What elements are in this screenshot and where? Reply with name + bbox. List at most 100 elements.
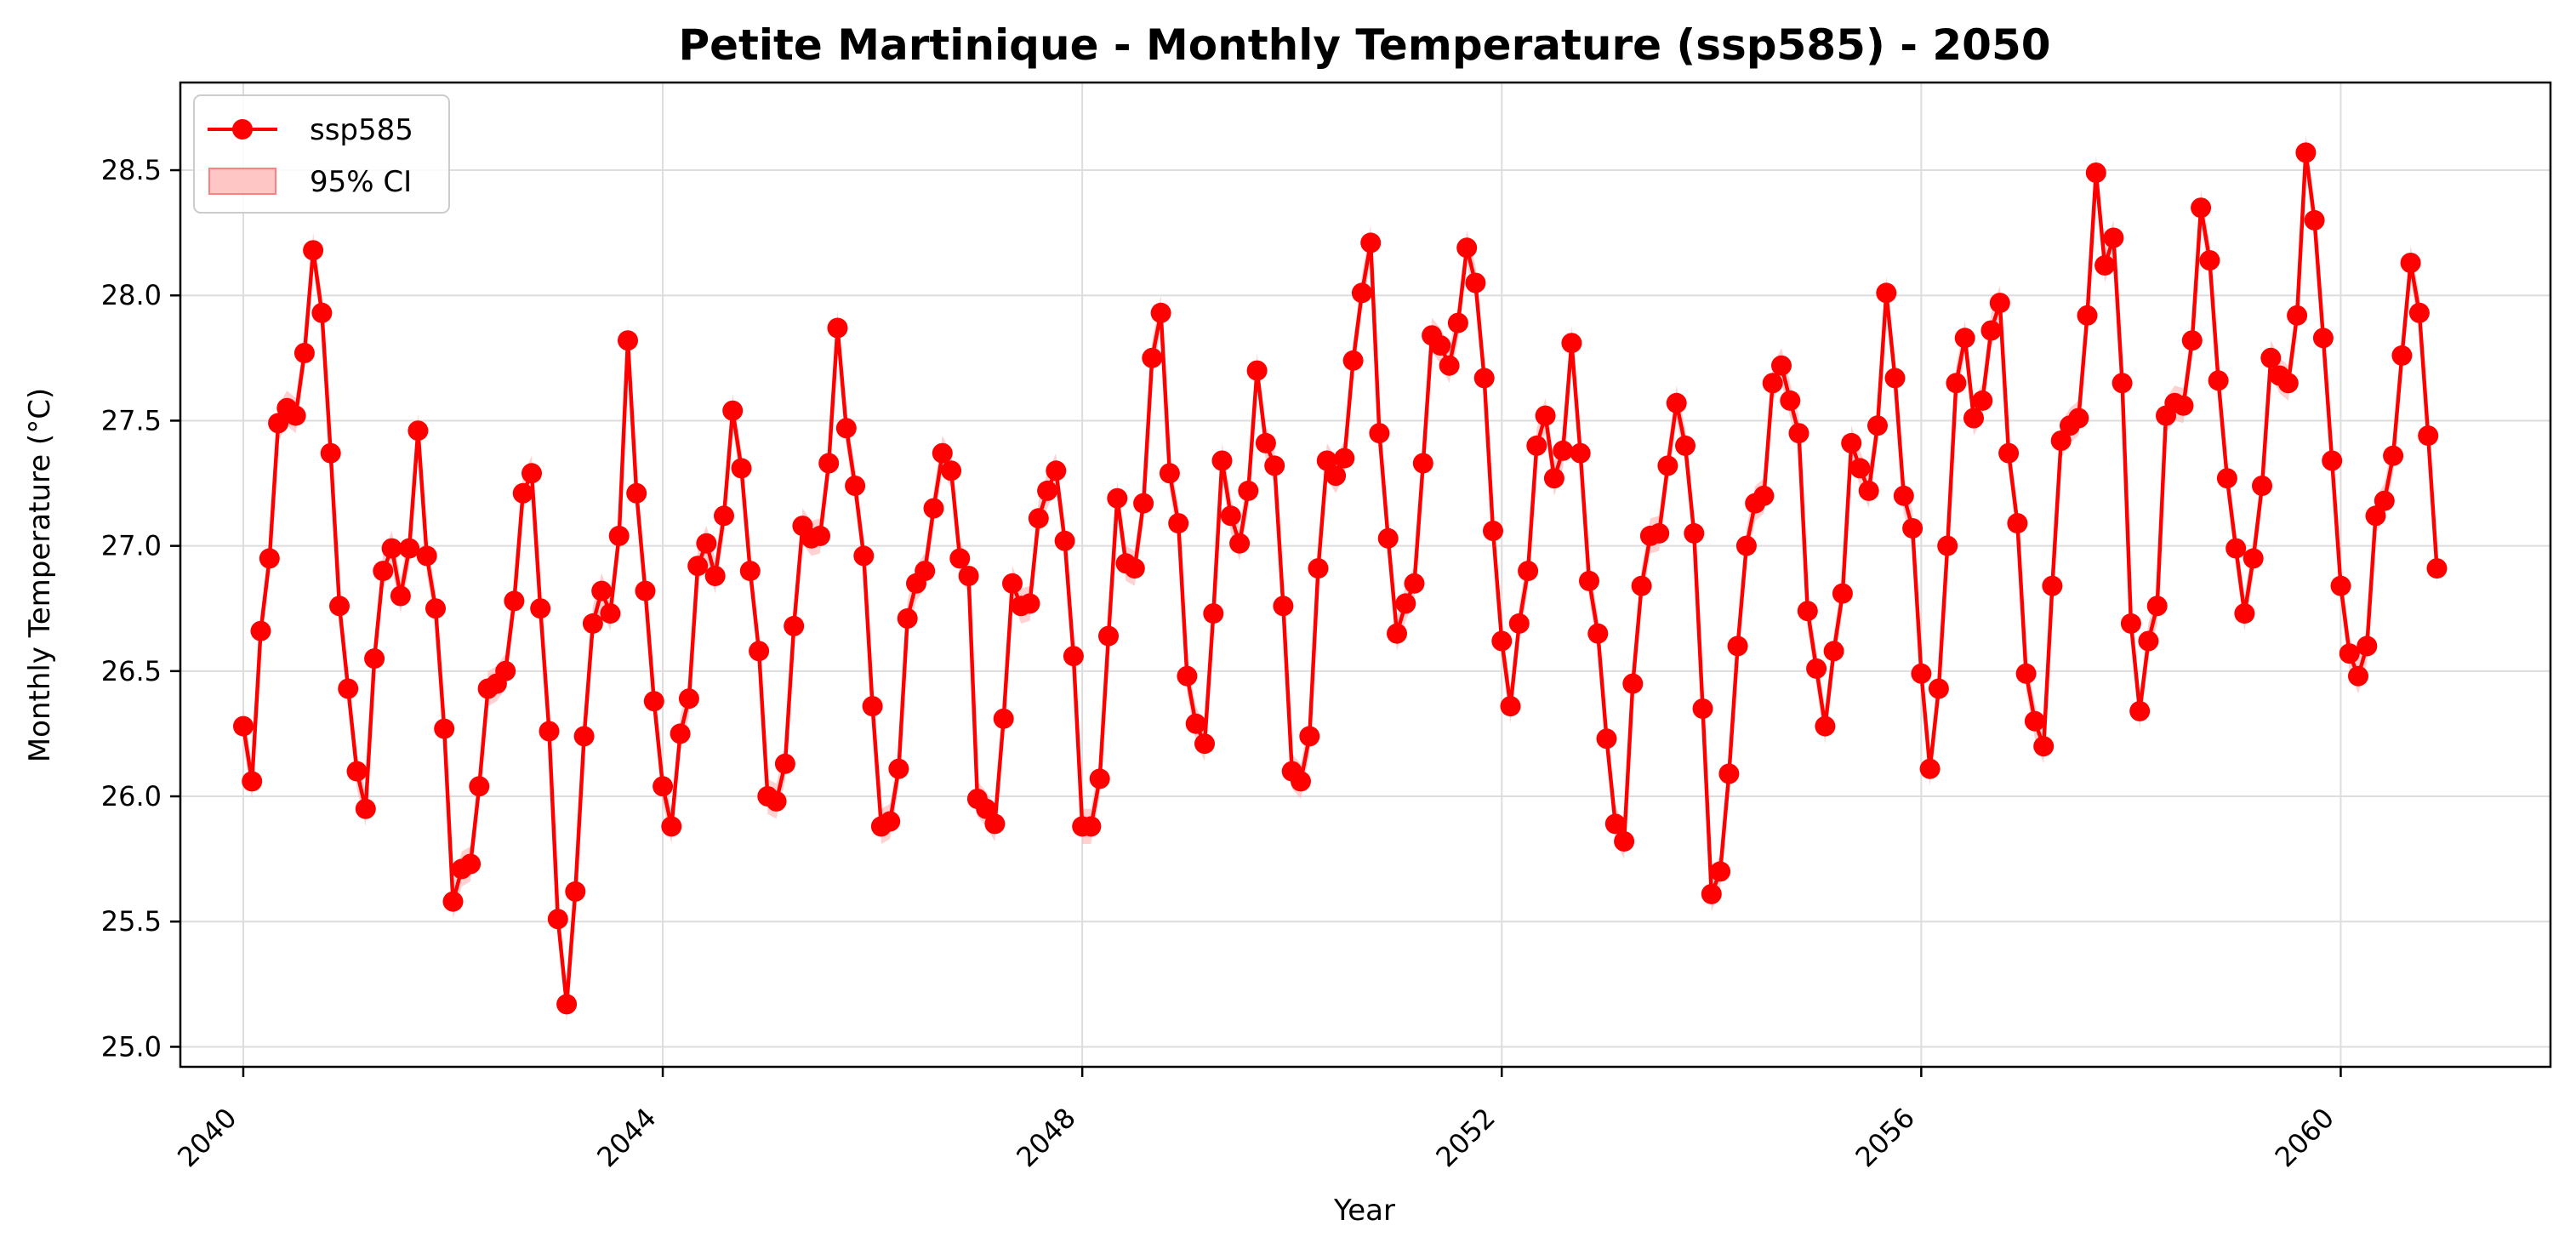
data-point [1054,530,1075,551]
data-point [2357,636,2378,657]
data-point [2365,505,2386,527]
data-point [1255,432,1276,453]
data-point [993,708,1014,729]
data-point [1308,558,1329,579]
data-point [2173,395,2194,416]
data-point [1675,435,1695,456]
data-point [1684,522,1705,544]
data-point [2199,250,2220,271]
data-point [1553,440,1574,461]
data-point [2330,575,2351,596]
data-point [2033,736,2055,757]
data-point [1876,282,1897,304]
data-point [2234,603,2255,624]
data-point [600,603,621,624]
legend-ci-swatch [208,168,276,195]
data-point [1727,636,1748,657]
data-point [1037,480,1058,501]
data-point [1159,463,1180,484]
data-point [2094,254,2116,276]
y-tick-label: 26.0 [101,780,162,812]
chart-title: Petite Martinique - Monthly Temperature … [678,20,2050,70]
data-point [434,718,455,739]
y-tick-label: 28.0 [101,279,162,311]
data-point [1456,237,1478,259]
data-point [1028,508,1049,529]
data-point [1273,596,1294,617]
data-point [1229,533,1251,554]
y-tick-label: 27.0 [101,530,162,562]
data-point [1980,320,2002,341]
data-point [1963,408,1984,429]
data-point [2146,596,2168,617]
data-point [1806,658,1827,679]
data-point [1133,493,1154,514]
data-point [1823,641,1844,662]
data-point [1998,442,2020,464]
data-point [250,620,271,641]
data-point [1063,646,1084,667]
data-point [2226,538,2247,559]
y-tick-label: 28.5 [101,154,162,186]
data-point [2208,370,2229,391]
data-point [635,580,656,601]
data-point [381,538,402,559]
data-point [1631,575,1652,596]
data-point [670,723,691,744]
data-point [2191,197,2212,219]
data-point [530,598,551,619]
data-point [1185,713,1206,734]
y-tick-label: 26.5 [101,655,162,687]
data-point [749,641,770,662]
data-point [242,771,263,792]
data-point [722,400,744,421]
data-point [915,561,936,582]
data-point [1919,758,1941,779]
plot-frame [179,81,2552,1069]
data-point [1168,513,1189,534]
data-point [2312,328,2334,349]
data-point [1483,521,1503,541]
data-point [1989,293,2010,314]
data-point [2068,408,2089,429]
data-point [696,533,717,554]
data-point [495,660,516,681]
data-point [731,458,752,479]
data-point [2120,613,2141,634]
data-point [932,442,953,464]
data-point [1369,423,1390,444]
y-axis-title: Monthly Temperature (°C) [23,388,57,762]
data-point [1954,328,1975,349]
data-point [2400,253,2421,273]
data-point [880,811,901,832]
data-point [1911,663,1932,684]
data-point [923,498,944,519]
data-point [1473,368,1495,389]
data-point [1508,613,1530,634]
data-point [2260,347,2282,368]
data-point [1622,673,1644,694]
data-point [2129,700,2151,721]
data-point [259,548,280,569]
data-point [469,776,490,797]
data-point [1579,570,1599,591]
data-point [1264,455,1285,476]
data-point [1465,272,1486,294]
data-point [1543,468,1564,489]
data-point [285,405,306,426]
data-point [1972,390,1993,411]
data-point [547,909,568,930]
data-point [1150,302,1171,323]
data-point [425,598,446,619]
data-point [766,790,787,812]
legend-label-series: ssp585 [310,113,413,147]
marker-layer [233,142,2448,1015]
data-point [1412,453,1433,474]
data-point [941,460,962,482]
data-point [1404,573,1425,594]
data-point [1220,505,1241,527]
legend-marker-swatch [232,119,253,140]
data-point [1142,347,1163,368]
data-point [1342,350,1364,371]
data-point [1718,763,1740,784]
